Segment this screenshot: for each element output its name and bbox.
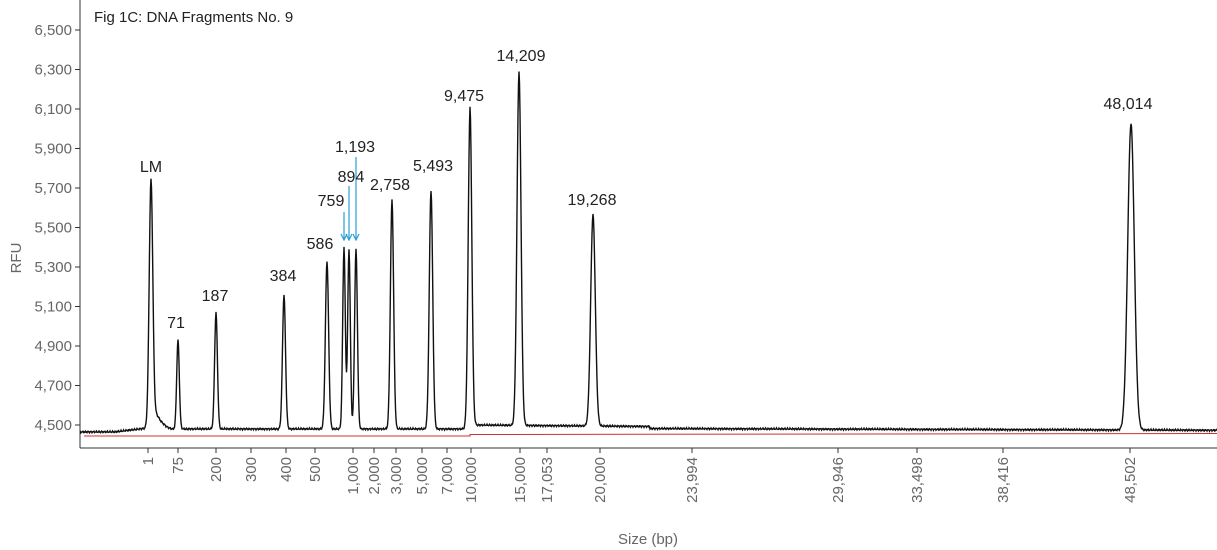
signal-trace [79,71,1217,435]
y-tick-label: 5,100 [34,299,72,316]
x-tick-label: 33,498 [909,457,926,503]
peak-label: 14,209 [497,48,546,65]
x-tick-label: 2,000 [366,457,383,495]
x-tick-label: 75 [170,457,187,474]
peak-label: 9,475 [444,88,484,105]
x-tick-label: 17,053 [539,457,556,503]
y-tick-label: 4,700 [34,378,72,395]
y-tick-label: 5,900 [34,141,72,158]
peak-arrow [352,157,360,242]
peak-label: 2,758 [370,177,410,194]
baseline-line [84,433,1217,437]
y-tick-label: 4,900 [34,338,72,355]
x-tick-label: 1 [140,457,157,465]
y-axis-label: RFU [8,243,25,274]
x-tick-label: 29,946 [830,457,847,503]
x-tick-label: 38,416 [995,457,1012,503]
y-tick-label: 6,500 [34,22,72,39]
peak-arrow [340,212,348,242]
y-tick-label: 5,300 [34,259,72,276]
y-tick-label: 6,100 [34,101,72,118]
x-tick-label: 10,000 [463,457,480,503]
x-tick-label: 1,000 [345,457,362,495]
x-tick-label: 3,000 [388,457,405,495]
y-tick-label: 4,500 [34,417,72,434]
peak-label: 5,493 [413,158,453,175]
y-tick-label: 6,300 [34,62,72,79]
x-tick-label: 300 [243,457,260,482]
chart-title: Fig 1C: DNA Fragments No. 9 [94,9,293,26]
peak-label: LM [140,159,162,176]
x-tick-label: 7,000 [439,457,456,495]
x-tick-label: 20,000 [592,457,609,503]
peak-arrow [345,186,353,242]
y-tick-label: 5,500 [34,220,72,237]
x-tick-label: 500 [307,457,324,482]
x-axis-label: Size (bp) [618,531,678,548]
x-tick-label: 48,502 [1122,457,1139,503]
y-tick-label: 5,700 [34,180,72,197]
x-tick-label: 23,994 [684,457,701,503]
peak-label: 1,193 [335,139,375,156]
peak-label: 759 [318,193,345,210]
peak-label: 19,268 [568,192,617,209]
x-tick-label: 15,000 [512,457,529,503]
peak-label: 586 [307,236,334,253]
peak-label: 48,014 [1104,96,1153,113]
x-tick-label: 5,000 [414,457,431,495]
peak-label: 894 [338,169,365,186]
peak-label: 187 [202,288,229,305]
x-tick-label: 400 [278,457,295,482]
peak-label: 384 [270,268,297,285]
x-tick-label: 200 [208,457,225,482]
peak-label: 71 [167,315,185,332]
